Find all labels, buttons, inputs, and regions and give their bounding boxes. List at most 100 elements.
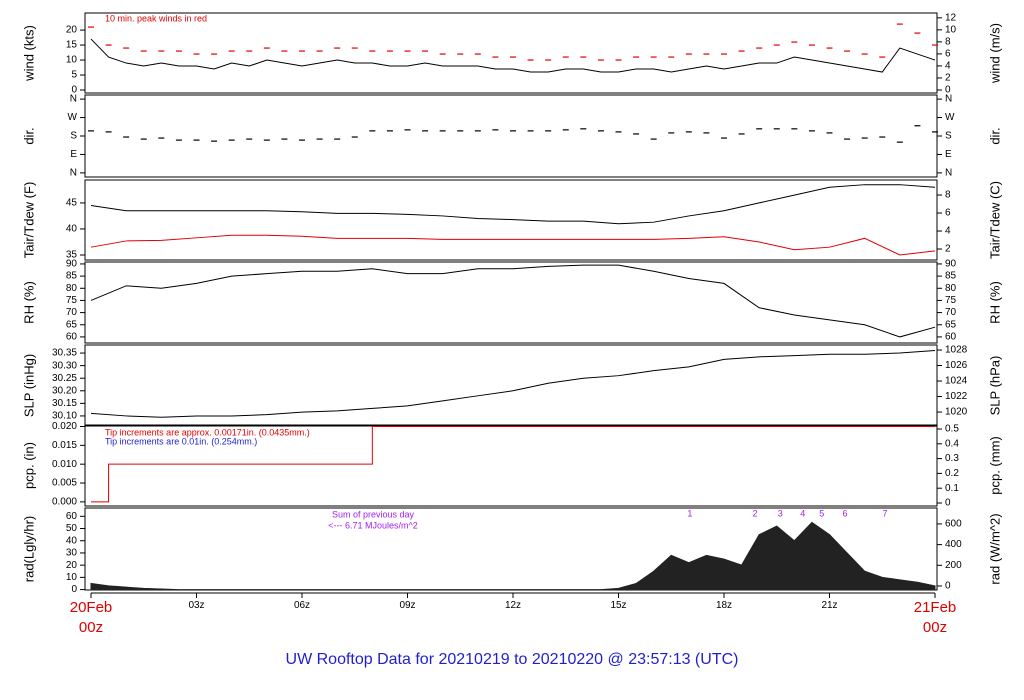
y2-tick-label: 2 [945, 73, 951, 84]
y2-tick-label: 8 [945, 190, 951, 201]
y-tick-label: 10 [66, 572, 78, 583]
y2-tick-label: 0 [945, 498, 951, 509]
x-tick-label: 15z [610, 600, 627, 611]
y2-tick-label: 2 [945, 244, 951, 255]
y-tick-label: 50 [66, 523, 78, 534]
y2-tick-label: E [945, 149, 952, 160]
y2-tick-label: 0.4 [945, 438, 959, 449]
y-tick-label: N [70, 94, 77, 105]
y2-tick-label: 0.3 [945, 453, 959, 464]
panel-frame [84, 344, 938, 427]
panel-frame [84, 424, 938, 507]
y-tick-label: 80 [66, 283, 78, 294]
series-line [90, 350, 936, 418]
y-tick-label: W [68, 112, 78, 123]
y-axis-label: rad(Lgly/hr) [21, 516, 36, 582]
y2-tick-label: 1020 [945, 407, 968, 418]
y2-axis-label: RH (%) [987, 281, 1002, 324]
x-tick-label: 21z [821, 600, 838, 611]
y-tick-label: 0 [71, 584, 77, 595]
y2-tick-label: 0 [945, 581, 951, 592]
y-tick-label: 30.20 [52, 385, 77, 396]
period-marker: 7 [883, 508, 888, 518]
y2-tick-label: 90 [945, 259, 957, 270]
panel-frame [84, 179, 938, 261]
y2-tick-label: 6 [945, 208, 951, 219]
y2-tick-label: 4 [945, 226, 951, 237]
y-tick-label: 0.020 [52, 421, 77, 432]
y-tick-label: 0.000 [52, 496, 77, 507]
period-marker: 3 [778, 508, 783, 518]
annotation: 10 min. peak winds in red [105, 13, 207, 23]
x-tick-label: 09z [399, 600, 416, 611]
y-tick-label: 40 [66, 224, 78, 235]
y-tick-label: 30.35 [52, 348, 77, 359]
panel-frame [84, 94, 938, 178]
series-line [90, 264, 936, 338]
y-tick-label: 85 [66, 271, 78, 282]
y2-tick-label: 80 [945, 283, 957, 294]
chart-title: UW Rooftop Data for 20210219 to 20210220… [286, 651, 739, 668]
period-marker: 4 [800, 508, 805, 518]
y-tick-label: 90 [66, 259, 78, 270]
annotation: Sum of previous day [332, 509, 415, 519]
y2-tick-label: 6 [945, 49, 951, 60]
y2-tick-label: 200 [945, 560, 962, 571]
y2-axis-label: SLP (hPa) [987, 356, 1002, 416]
y-tick-label: 20 [66, 25, 78, 36]
y-tick-label: 15 [66, 40, 78, 51]
y-tick-label: 60 [66, 511, 78, 522]
annotation: <--- 6.71 MJoules/m^2 [328, 520, 418, 530]
y-tick-label: 0 [71, 85, 77, 96]
y2-axis-label: Tair/Tdew (C) [987, 181, 1002, 259]
y-tick-label: 20 [66, 560, 78, 571]
panel-frame [84, 261, 938, 344]
annotation: Tip increments are 0.01in. (0.254mm.) [105, 436, 257, 446]
y-tick-label: 10 [66, 55, 78, 66]
y-tick-label: 75 [66, 295, 78, 306]
y2-tick-label: 4 [945, 61, 951, 72]
x-tick-label: 03z [188, 600, 205, 611]
y2-tick-label: 0.2 [945, 468, 959, 479]
x-tick-label: 12z [504, 600, 522, 611]
y2-axis-label: dir. [987, 127, 1002, 144]
y-axis-label: RH (%) [21, 281, 36, 324]
period-marker: 1 [687, 508, 692, 518]
y-tick-label: 30.25 [52, 373, 77, 384]
y2-tick-label: 600 [945, 519, 962, 530]
y-tick-label: 0.010 [52, 459, 77, 470]
y-axis-label: Tair/Tdew (F) [21, 182, 36, 259]
period-marker: 6 [842, 508, 847, 518]
y-tick-label: 30.10 [52, 411, 77, 422]
series-line [90, 234, 936, 256]
period-marker: 2 [752, 508, 757, 518]
y-tick-label: 0.015 [52, 440, 77, 451]
x-tick-label: 18z [715, 600, 733, 611]
series-step [91, 426, 935, 503]
y2-tick-label: W [945, 112, 955, 123]
y2-tick-label: 1024 [945, 376, 968, 387]
y-axis-label: pcp. (in) [21, 442, 36, 489]
y2-tick-label: 400 [945, 539, 962, 550]
y2-tick-label: 10 [945, 24, 957, 35]
y-axis-label: dir. [21, 127, 36, 144]
y-tick-label: 0.005 [52, 478, 77, 489]
y2-tick-label: S [945, 131, 952, 142]
y2-tick-label: 1022 [945, 391, 968, 402]
y-tick-label: 30.15 [52, 398, 77, 409]
y2-tick-label: 60 [945, 332, 957, 343]
y-tick-label: 60 [66, 332, 78, 343]
y-tick-label: S [70, 131, 77, 142]
y2-tick-label: 12 [945, 12, 957, 23]
y2-tick-label: 0.1 [945, 483, 959, 494]
y-tick-label: 5 [71, 70, 77, 81]
x-tick-label: 20Feb 00z [69, 599, 113, 636]
y-tick-label: N [70, 168, 77, 179]
x-tick-label: 06z [293, 600, 311, 611]
y2-tick-label: 1026 [945, 360, 968, 371]
y2-axis-label: rad (W/m^2) [987, 513, 1002, 584]
y2-axis-label: wind (m/s) [987, 23, 1002, 84]
y-tick-label: 40 [66, 535, 78, 546]
